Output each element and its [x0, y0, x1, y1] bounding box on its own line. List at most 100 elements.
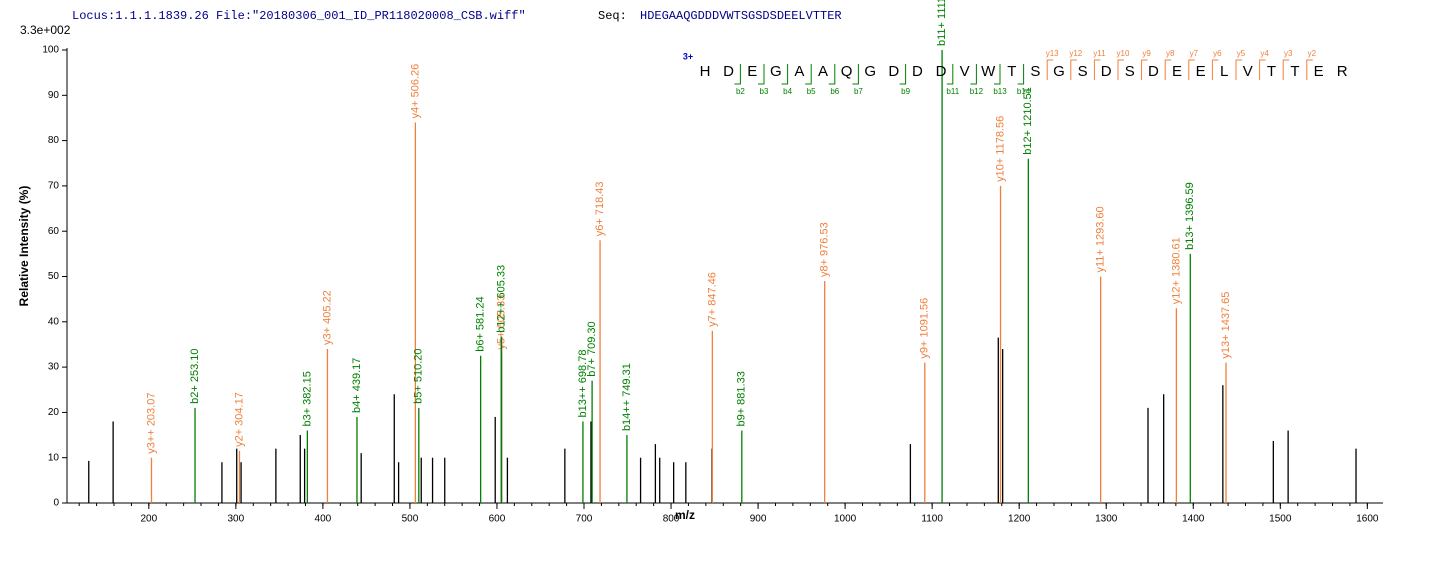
- y-bracket: [1188, 59, 1195, 80]
- y-tick-label: 50: [48, 271, 60, 282]
- b-ion-label: b2: [736, 87, 745, 96]
- y-bracket: [1093, 59, 1101, 80]
- y-ion-label: y5: [1237, 49, 1246, 58]
- y-bracket: [1211, 59, 1219, 80]
- y-ion-label: y7: [1190, 49, 1199, 58]
- residue: D: [723, 63, 734, 80]
- residue: H: [700, 63, 711, 80]
- peak-label: b2+ 253.10: [189, 348, 201, 403]
- x-tick-label: 700: [576, 514, 593, 525]
- y-max-label: 3.3e+002: [20, 23, 71, 37]
- peak-label: y3++ 203.07: [145, 393, 157, 454]
- b-bracket: [805, 64, 812, 85]
- b-bracket: [852, 64, 859, 85]
- peak-label: y10+ 1178.56: [994, 116, 1006, 182]
- x-tick-label: 300: [228, 514, 245, 525]
- y-bracket: [1282, 59, 1290, 80]
- y-axis-label: Relative Intensity (%): [17, 186, 31, 307]
- b-ion-label: b14: [1017, 87, 1031, 96]
- y-bracket: [1164, 59, 1172, 80]
- y-tick-label: 90: [48, 90, 60, 101]
- y-bracket: [1306, 59, 1313, 80]
- residue: D: [936, 63, 947, 80]
- residue: D: [1101, 63, 1112, 80]
- residue: T: [1290, 63, 1299, 80]
- b-ion-label: b11: [946, 87, 959, 96]
- y-tick-label: 0: [53, 498, 59, 509]
- b-bracket: [734, 64, 741, 85]
- residue: S: [1078, 63, 1088, 80]
- b-ion-label: b12: [970, 87, 984, 96]
- y-bracket: [1046, 59, 1054, 80]
- y-ion-label: y8: [1166, 49, 1175, 58]
- x-tick-label: 900: [750, 514, 767, 525]
- x-tick-label: 1300: [1095, 514, 1118, 525]
- b-ion-label: b7: [854, 87, 863, 96]
- b-ion-label: b3: [760, 87, 769, 96]
- residue: L: [1220, 63, 1228, 80]
- peak-label: b11+ 1111.41: [936, 0, 948, 46]
- y-tick-label: 80: [48, 135, 60, 146]
- header-locus: Locus:1.1.1.1839.26 File:"20180306_001_I…: [72, 9, 526, 23]
- residue: G: [864, 63, 876, 80]
- x-tick-label: 200: [140, 514, 157, 525]
- y-tick-label: 100: [42, 45, 59, 56]
- peak-label: b3+ 382.15: [301, 371, 313, 426]
- peak-label: y8+ 976.53: [819, 222, 831, 277]
- header-seq-label: Seq:: [598, 9, 627, 23]
- y-tick-label: 10: [48, 452, 60, 463]
- residue: G: [770, 63, 782, 80]
- peak-label: b14++ 749.31: [621, 363, 633, 431]
- x-tick-label: 1100: [921, 514, 943, 525]
- residue: T: [1267, 63, 1276, 80]
- residue: A: [818, 63, 828, 80]
- peak-label: b13++ 698.78: [577, 350, 589, 418]
- residue: D: [1148, 63, 1159, 80]
- peak-label: y5+ 605.33: [496, 295, 508, 350]
- x-tick-label: 1000: [834, 514, 857, 525]
- x-tick-label: 1500: [1269, 514, 1292, 525]
- peak-label: b12+ 1210.51: [1022, 87, 1034, 155]
- residue: S: [1125, 63, 1135, 80]
- y-bracket: [1259, 59, 1266, 80]
- peak-label: b9+ 881.33: [736, 371, 748, 426]
- b-bracket: [970, 64, 977, 85]
- b-bracket: [758, 64, 765, 85]
- residue: S: [1030, 63, 1040, 80]
- residue: R: [1337, 63, 1348, 80]
- y-ion-label: y2: [1308, 49, 1317, 58]
- b-bracket: [899, 64, 907, 85]
- peak-label: y11+ 1293.60: [1095, 206, 1107, 272]
- peak-label: b6+ 581.24: [475, 296, 487, 351]
- y-bracket: [1141, 59, 1148, 80]
- y-tick-label: 30: [48, 362, 60, 373]
- y-tick-label: 40: [48, 316, 60, 327]
- x-tick-label: 600: [489, 514, 506, 525]
- x-tick-label: 1400: [1182, 514, 1205, 525]
- peak-label: b7+ 709.30: [586, 321, 598, 376]
- y-ion-label: y11: [1093, 49, 1106, 58]
- y-ion-label: y10: [1117, 49, 1130, 58]
- peak-label: y4+ 506.26: [409, 64, 421, 119]
- residue: V: [960, 63, 970, 80]
- y-ion-label: y12: [1069, 49, 1082, 58]
- residue: E: [747, 63, 757, 80]
- peak-label: y13+ 1437.65: [1220, 292, 1232, 359]
- residue: W: [981, 63, 996, 80]
- x-tick-label: 800: [663, 514, 680, 525]
- peak-label: y9+ 1091.56: [919, 298, 931, 359]
- residue: T: [1007, 63, 1016, 80]
- residue: E: [1172, 63, 1182, 80]
- peak-label: b5+ 510.20: [413, 348, 425, 403]
- residue: G: [1053, 63, 1065, 80]
- peak-label: y3+ 405.22: [321, 290, 333, 345]
- y-ion-label: y3: [1284, 49, 1293, 58]
- b-ion-label: b5: [807, 87, 816, 96]
- x-tick-label: 1600: [1356, 514, 1379, 525]
- residue: E: [1196, 63, 1206, 80]
- b-bracket: [828, 64, 836, 85]
- y-tick-label: 70: [48, 181, 60, 192]
- y-bracket: [1117, 59, 1124, 80]
- x-tick-label: 1200: [1008, 514, 1031, 525]
